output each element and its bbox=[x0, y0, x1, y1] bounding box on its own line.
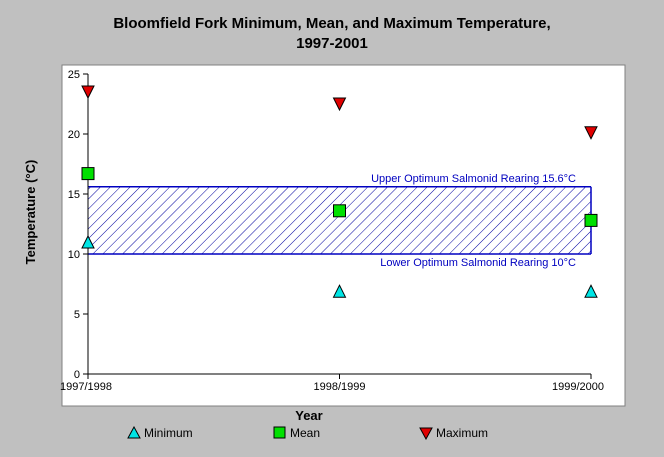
legend: Minimum Mean Maximum bbox=[0, 426, 664, 444]
legend-item-maximum: Maximum bbox=[419, 426, 488, 440]
maximum-point bbox=[332, 97, 347, 112]
chart-title-line-1: Bloomfield Fork Minimum, Mean, and Maxim… bbox=[113, 15, 551, 32]
y-tick-label: 10 bbox=[68, 249, 80, 261]
x-axis-label: Year bbox=[295, 408, 322, 423]
y-tick-label: 5 bbox=[74, 309, 80, 321]
mean-point bbox=[81, 167, 95, 181]
maximum-point bbox=[81, 85, 95, 100]
chart-title-line-2: 1997-2001 bbox=[296, 35, 368, 52]
optimum-band bbox=[88, 186, 591, 254]
minimum-point bbox=[81, 234, 95, 249]
mean-point bbox=[333, 204, 346, 218]
legend-label-minimum: Minimum bbox=[144, 426, 193, 440]
legend-label-maximum: Maximum bbox=[436, 426, 489, 440]
upper-optimum-label: Upper Optimum Salmonid Rearing 15.6°C bbox=[371, 173, 576, 185]
y-tick-label: 15 bbox=[68, 189, 80, 201]
maximum-point bbox=[584, 126, 598, 140]
square-icon bbox=[273, 426, 286, 439]
triangle-down-icon bbox=[419, 427, 433, 440]
x-tick-label: 1998/1999 bbox=[314, 381, 366, 393]
minimum-point bbox=[332, 284, 347, 298]
y-tick-label: 25 bbox=[68, 69, 80, 81]
triangle-up-icon bbox=[127, 426, 141, 439]
y-tick-label: 0 bbox=[74, 369, 80, 381]
y-axis-label: Temperature (°C) bbox=[23, 160, 38, 265]
x-tick-label: 1999/2000 bbox=[552, 381, 604, 393]
legend-item-mean: Mean bbox=[273, 426, 320, 440]
lower-optimum-label: Lower Optimum Salmonid Rearing 10°C bbox=[380, 257, 576, 269]
legend-label-mean: Mean bbox=[290, 426, 321, 440]
mean-point bbox=[584, 213, 598, 227]
legend-item-minimum: Minimum bbox=[127, 426, 193, 440]
x-tick-label: 1997/1998 bbox=[60, 381, 112, 393]
minimum-point bbox=[584, 284, 598, 298]
chart-title: Bloomfield Fork Minimum, Mean, and Maxim… bbox=[0, 14, 664, 54]
y-tick-label: 20 bbox=[68, 129, 80, 141]
